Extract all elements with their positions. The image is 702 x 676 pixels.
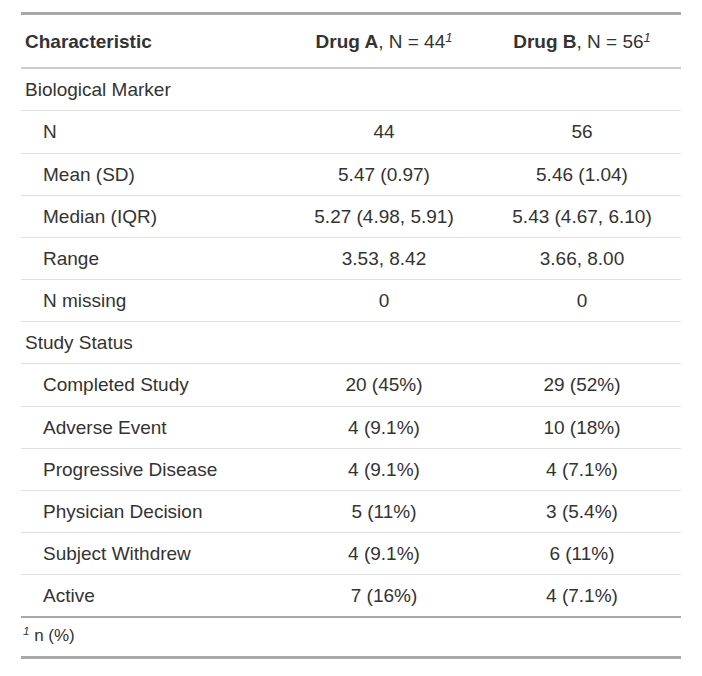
column-header-drug-a: Drug A, N = 441 [285,14,483,69]
row-label: Active [21,575,285,618]
table-row: Physician Decision 5 (11%) 3 (5.4%) [21,490,681,532]
drug-a-n-suffix: , N = 44 [378,31,445,52]
table-header: Characteristic Drug A, N = 441 Drug B, N… [21,14,681,69]
footnote-mark: 1 [23,626,29,638]
table-row: Range 3.53, 8.42 3.66, 8.00 [21,237,681,279]
drug-b-value [483,68,681,111]
drug-b-value [483,322,681,364]
drug-b-value: 3.66, 8.00 [483,237,681,279]
row-label: Physician Decision [21,490,285,532]
table-row: Completed Study 20 (45%) 29 (52%) [21,364,681,406]
drug-a-value: 5 (11%) [285,490,483,532]
drug-a-value: 20 (45%) [285,364,483,406]
drug-b-value: 5.46 (1.04) [483,153,681,195]
drug-b-value: 56 [483,111,681,153]
drug-b-value: 5.43 (4.67, 6.10) [483,195,681,237]
header-row: Characteristic Drug A, N = 441 Drug B, N… [21,14,681,69]
row-label: Adverse Event [21,406,285,448]
row-label: Median (IQR) [21,195,285,237]
drug-b-value: 29 (52%) [483,364,681,406]
table-row: Active 7 (16%) 4 (7.1%) [21,575,681,618]
table-footer: 1 n (%) [21,617,681,657]
group-label: Biological Marker [21,68,285,111]
drug-b-footnote-mark: 1 [644,30,651,45]
drug-b-value: 4 (7.1%) [483,575,681,618]
drug-b-value: 0 [483,280,681,322]
drug-a-value [285,68,483,111]
drug-b-value: 3 (5.4%) [483,490,681,532]
column-header-characteristic: Characteristic [21,14,285,69]
table-row: Adverse Event 4 (9.1%) 10 (18%) [21,406,681,448]
drug-a-value: 4 (9.1%) [285,533,483,575]
drug-b-value: 6 (11%) [483,533,681,575]
drug-a-value: 44 [285,111,483,153]
row-label: N [21,111,285,153]
row-label: Subject Withdrew [21,533,285,575]
drug-b-value: 4 (7.1%) [483,448,681,490]
table-row: Biological Marker [21,68,681,111]
drug-a-value: 3.53, 8.42 [285,237,483,279]
drug-a-value: 4 (9.1%) [285,448,483,490]
summary-table: Characteristic Drug A, N = 441 Drug B, N… [21,12,681,659]
drug-b-value: 10 (18%) [483,406,681,448]
drug-a-value: 5.27 (4.98, 5.91) [285,195,483,237]
table-row: Study Status [21,322,681,364]
footnote: 1 n (%) [21,617,681,657]
drug-a-value: 5.47 (0.97) [285,153,483,195]
drug-a-value: 4 (9.1%) [285,406,483,448]
drug-a-value [285,322,483,364]
row-label: N missing [21,280,285,322]
table-row: Mean (SD) 5.47 (0.97) 5.46 (1.04) [21,153,681,195]
row-label: Mean (SD) [21,153,285,195]
table-body: Biological Marker N 44 56 Mean (SD) 5.47… [21,68,681,617]
drug-a-value: 0 [285,280,483,322]
row-label: Progressive Disease [21,448,285,490]
summary-table-page: Characteristic Drug A, N = 441 Drug B, N… [0,0,702,676]
table-row: Median (IQR) 5.27 (4.98, 5.91) 5.43 (4.6… [21,195,681,237]
drug-a-footnote-mark: 1 [445,30,452,45]
row-label: Range [21,237,285,279]
column-header-drug-b: Drug B, N = 561 [483,14,681,69]
drug-a-value: 7 (16%) [285,575,483,618]
drug-b-name: Drug B [513,31,576,52]
table-row: N missing 0 0 [21,280,681,322]
table-row: Subject Withdrew 4 (9.1%) 6 (11%) [21,533,681,575]
drug-a-name: Drug A [316,31,379,52]
table-row: Progressive Disease 4 (9.1%) 4 (7.1%) [21,448,681,490]
table-row: N 44 56 [21,111,681,153]
drug-b-n-suffix: , N = 56 [577,31,644,52]
footnote-row: 1 n (%) [21,617,681,657]
footnote-text: n (%) [34,626,75,645]
row-label: Completed Study [21,364,285,406]
group-label: Study Status [21,322,285,364]
